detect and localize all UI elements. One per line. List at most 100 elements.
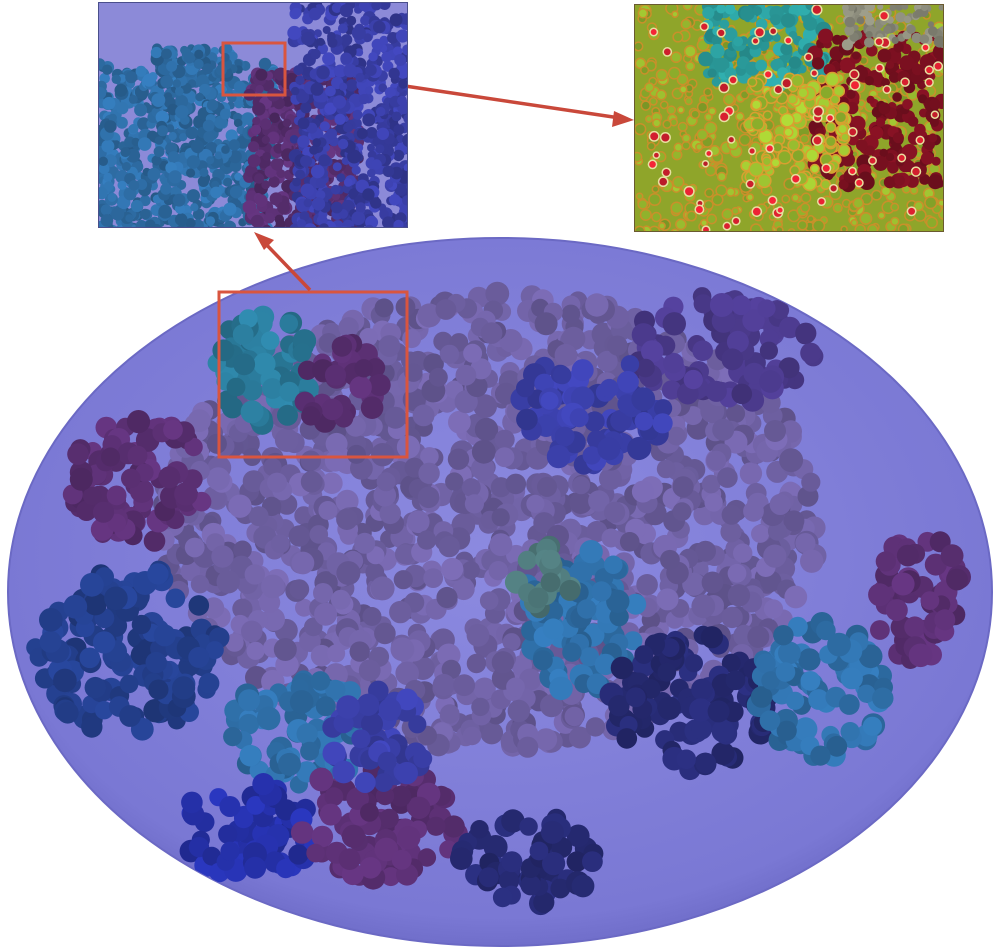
- particle: [887, 162, 899, 174]
- particle: [447, 448, 470, 470]
- particle: [367, 168, 376, 178]
- particle: [393, 46, 403, 56]
- particle: [229, 160, 242, 173]
- particle: [382, 216, 395, 227]
- particle: [670, 201, 684, 215]
- particle: [160, 183, 172, 195]
- particle: [289, 135, 299, 144]
- particle: [893, 42, 904, 53]
- particle: [360, 396, 384, 420]
- particle: [332, 162, 342, 172]
- particle: [579, 647, 600, 667]
- particle: [326, 128, 338, 140]
- particle: [238, 309, 258, 328]
- particle: [666, 426, 686, 446]
- particle: [306, 843, 325, 863]
- particle: [301, 406, 321, 426]
- particle: [663, 352, 684, 374]
- particle: [331, 201, 343, 214]
- particle: [332, 95, 347, 109]
- particle: [188, 595, 210, 616]
- particle: [327, 644, 346, 663]
- particle: [733, 543, 753, 563]
- particle: [374, 773, 394, 792]
- particle: [333, 227, 345, 228]
- particle: [801, 472, 821, 492]
- particle: [667, 66, 681, 80]
- particle: [436, 586, 458, 609]
- particle: [648, 192, 662, 207]
- particle: [278, 752, 301, 776]
- particle: [670, 51, 682, 64]
- particle: [654, 399, 673, 418]
- particle: [376, 106, 386, 117]
- particle: [391, 111, 402, 122]
- particle: [337, 23, 348, 34]
- particle: [608, 695, 630, 717]
- particle: [297, 135, 310, 148]
- particle: [102, 96, 116, 110]
- particle: [107, 192, 117, 202]
- particle: [206, 99, 219, 111]
- particle: [480, 322, 503, 344]
- particle: [233, 80, 246, 93]
- particle: [56, 701, 79, 724]
- particle: [739, 462, 763, 485]
- particle: [489, 533, 513, 557]
- particle: [644, 82, 655, 93]
- particle: [354, 772, 376, 793]
- particle: [726, 404, 746, 423]
- particle: [103, 172, 113, 182]
- particle: [316, 65, 330, 80]
- particle: [131, 137, 140, 147]
- particle: [946, 568, 968, 591]
- particle: [241, 380, 263, 401]
- particle: [166, 60, 178, 72]
- particle: [252, 116, 261, 126]
- particle: [778, 641, 801, 665]
- particle: [221, 397, 244, 419]
- particle: [324, 450, 346, 472]
- particle: [324, 102, 337, 115]
- particle: [894, 175, 905, 186]
- particle: [743, 500, 764, 522]
- particle: [154, 136, 164, 145]
- particle: [316, 37, 325, 46]
- particle: [80, 572, 104, 597]
- particle: [890, 202, 900, 212]
- particle: [107, 513, 127, 533]
- particle: [594, 653, 617, 676]
- particle: [215, 64, 227, 76]
- particle: [698, 51, 713, 67]
- particle: [269, 112, 280, 124]
- particle: [282, 118, 292, 128]
- particle: [234, 808, 254, 829]
- particle: [271, 534, 290, 554]
- particle: [295, 75, 305, 85]
- particle: [347, 149, 362, 164]
- particle: [386, 227, 396, 228]
- particle: [358, 659, 381, 682]
- particle: [764, 420, 786, 442]
- particle: [759, 710, 781, 731]
- particle: [197, 175, 209, 187]
- particle: [293, 65, 304, 76]
- particle: [637, 198, 649, 210]
- magnify-box-icon: [221, 41, 287, 97]
- particle: [349, 641, 370, 662]
- particle: [649, 97, 658, 106]
- particle: [101, 447, 120, 467]
- particle: [827, 632, 851, 657]
- particle: [907, 116, 919, 127]
- particle: [682, 5, 693, 11]
- particle: [205, 216, 216, 226]
- particle: [255, 194, 268, 208]
- particle: [675, 218, 687, 231]
- particle: [696, 101, 709, 114]
- particle: [582, 851, 603, 872]
- particle: [137, 137, 152, 151]
- particle: [492, 887, 513, 908]
- particle: [250, 214, 264, 227]
- particle: [325, 679, 346, 700]
- particle: [395, 29, 407, 43]
